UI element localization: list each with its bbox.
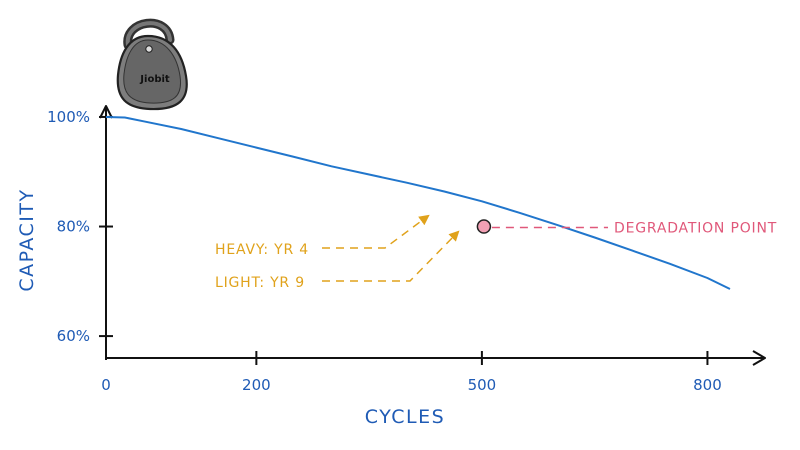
device-logo-text: Jiobit	[139, 74, 170, 85]
y-axis-title: CAPACITY	[16, 188, 38, 291]
series-line	[105, 116, 731, 290]
light-usage-arrow	[322, 230, 460, 282]
x-tick-label: 200	[242, 376, 271, 394]
light-usage-label: LIGHT: YR 9	[215, 275, 305, 291]
x-tick-label: 800	[693, 376, 722, 394]
x-axis-title: CYCLES	[365, 406, 445, 428]
x-tick-label: 500	[468, 376, 497, 394]
y-tick-label: 100%	[47, 108, 90, 126]
axis-ticks: 0 200 500 800 60% 80% 100%	[47, 108, 722, 394]
x-axis-arrow-icon	[752, 350, 766, 366]
degradation-point-label: DEGRADATION POINT	[614, 221, 777, 237]
axes	[99, 105, 766, 366]
annotations: DEGRADATION POINT HEAVY: YR 4 LIGHT: YR 9	[215, 214, 777, 291]
y-tick-label: 80%	[57, 218, 90, 236]
heavy-usage-label: HEAVY: YR 4	[215, 242, 309, 258]
tracker-device-icon: Jiobit	[116, 18, 188, 111]
series-layer	[105, 116, 731, 290]
y-axis-arrow-icon	[99, 105, 113, 119]
x-tick-label: 0	[101, 376, 111, 394]
y-tick-label: 60%	[57, 327, 90, 345]
heavy-usage-arrow	[322, 214, 430, 249]
degradation-point-marker	[476, 219, 492, 234]
